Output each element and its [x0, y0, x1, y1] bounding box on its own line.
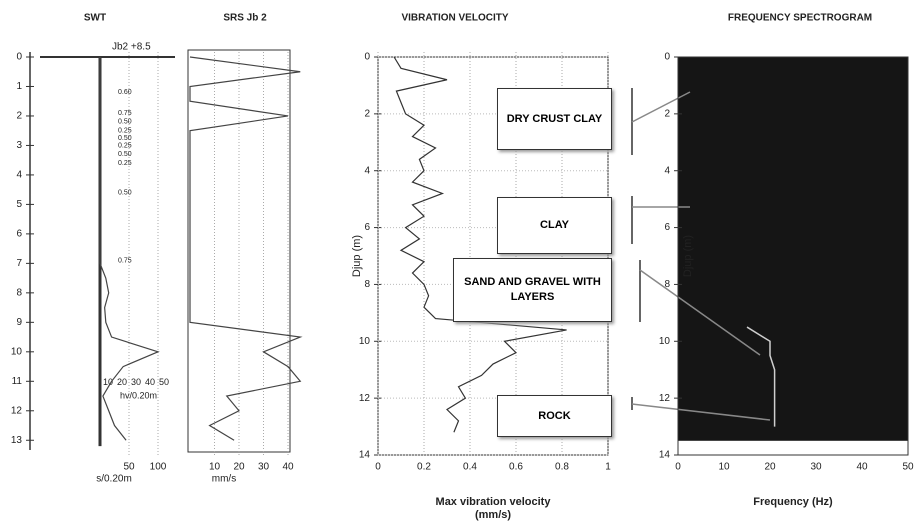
y-tick-label: 10 [11, 346, 23, 357]
y-tick-label: 12 [659, 393, 671, 404]
y-tick-label: 8 [364, 279, 370, 290]
y-tick-label: 0 [16, 52, 22, 63]
y-tick-label: 5 [16, 199, 22, 210]
y-tick-label: 9 [16, 317, 22, 328]
annotation-box: CLAY [497, 197, 612, 254]
x2-tick-label: 20 [117, 377, 127, 387]
y-tick-label: 0 [664, 52, 670, 63]
y-tick-label: 2 [664, 108, 670, 119]
x-tick-label: 0 [675, 462, 681, 473]
x-tick-label: 0.2 [417, 462, 431, 473]
note: 0.60 [118, 89, 132, 96]
note: 0.75 [118, 257, 132, 264]
y-tick-label: 0 [364, 52, 370, 63]
y-axis-label: Djup (m) [351, 235, 363, 277]
x-tick-label: 40 [856, 462, 868, 473]
y-tick-label: 2 [364, 108, 370, 119]
y-tick-label: 10 [359, 336, 371, 347]
note: 0.50 [118, 119, 132, 126]
y-axis-label: Djup (m) [682, 235, 694, 277]
y-tick-label: 3 [16, 140, 22, 151]
panel-title: SWT [84, 13, 106, 24]
note: 0.25 [118, 128, 132, 135]
y-tick-label: 6 [364, 222, 370, 233]
note: 0.50 [118, 189, 132, 196]
y-tick-label: 11 [12, 376, 23, 387]
y-tick-label: 4 [16, 170, 22, 181]
profile-line [99, 57, 160, 441]
y-tick-label: 1 [16, 81, 22, 92]
x-axis-label: mm/s [212, 474, 236, 485]
brackets [631, 88, 771, 421]
plot-frame [677, 56, 909, 456]
y-tick-label: 8 [16, 287, 22, 298]
y-tick-label: 10 [659, 336, 671, 347]
x-tick-label: 0 [375, 462, 381, 473]
x-tick-label: 50 [902, 462, 914, 473]
annotation-box: DRY CRUST CLAY [497, 88, 612, 150]
x-tick-label: 0.4 [463, 462, 477, 473]
x-tick-label: 40 [282, 462, 294, 473]
y-tick-label: 8 [664, 279, 670, 290]
panel-title: SRS Jb 2 [223, 13, 267, 24]
y-tick-label: 6 [16, 229, 22, 240]
annotation-box: SAND AND GRAVEL WITH LAYERS [453, 258, 612, 322]
panel-title: VIBRATION VELOCITY [401, 13, 508, 24]
y-tick-label: 6 [664, 222, 670, 233]
x2-tick-label: 40 [145, 377, 155, 387]
y-tick-label: 4 [364, 165, 370, 176]
x-tick-label: 10 [718, 462, 730, 473]
y-tick-label: 4 [664, 165, 670, 176]
x-tick-label: 30 [810, 462, 822, 473]
x-tick-label: 20 [233, 462, 245, 473]
spectrogram-background [678, 57, 908, 441]
x-tick-label: 20 [764, 462, 776, 473]
spectral-ridge [746, 326, 776, 427]
profile-line [393, 56, 567, 433]
panel-title: FREQUENCY SPECTROGRAM [728, 13, 872, 24]
y-tick-label: 7 [16, 258, 22, 269]
profile-line [189, 56, 303, 441]
x-tick-label: 100 [150, 462, 167, 473]
x2-tick-label: 10 [103, 377, 113, 387]
x-axis-label: Frequency (Hz) [753, 496, 833, 508]
y-tick-label: 12 [11, 405, 23, 416]
note: 0.75 [118, 110, 132, 117]
y-tick-label: 14 [659, 450, 671, 461]
x-axis-label: s/0.20m [96, 474, 132, 485]
note: 0.25 [118, 142, 132, 149]
x-tick-label: 0.6 [509, 462, 523, 473]
y-tick-label: 2 [16, 111, 22, 122]
x-tick-label: 30 [258, 462, 270, 473]
x-tick-label: 50 [123, 462, 135, 473]
x-tick-label: 0.8 [555, 462, 569, 473]
y-tick-label: 12 [359, 393, 371, 404]
y-tick-label: 13 [11, 435, 23, 446]
x-tick-label: 10 [209, 462, 221, 473]
annotation-box: ROCK [497, 395, 612, 437]
note: 0.25 [118, 160, 132, 167]
x2-tick-label: 30 [131, 377, 141, 387]
level-label: Jb2 +8.5 [112, 42, 151, 53]
x2-axis-label: hv/0.20m [120, 390, 157, 400]
y-tick-label: 14 [359, 450, 371, 461]
note: 0.50 [118, 135, 132, 142]
x-tick-label: 1 [605, 462, 611, 473]
x2-tick-label: 50 [159, 377, 169, 387]
x-axis-label: Max vibration velocity (mm/s) [435, 496, 551, 521]
note: 0.50 [118, 151, 132, 158]
